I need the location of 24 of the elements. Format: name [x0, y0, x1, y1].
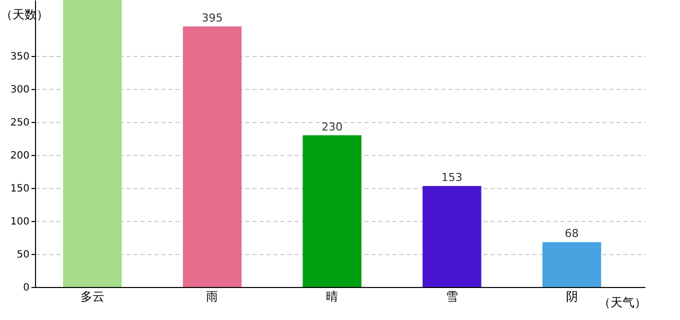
y-tick-label: 350 — [10, 52, 30, 63]
bar — [422, 186, 482, 287]
y-tick-label: 100 — [10, 216, 30, 228]
x-tick-label: 晴 — [326, 290, 338, 304]
y-tick-label: 150 — [10, 184, 30, 195]
data-label: 230 — [322, 120, 343, 134]
data-label: 395 — [202, 11, 223, 24]
y-tick-label: 250 — [10, 118, 30, 129]
x-tick-label: 雪 — [446, 290, 458, 304]
y-axis-title: （天数） — [0, 8, 48, 22]
x-tick-label: 阴 — [566, 290, 578, 304]
y-tick-label: 50 — [16, 250, 30, 261]
data-label: 153 — [441, 171, 462, 184]
x-tick-label: 雨 — [206, 290, 218, 304]
bar — [182, 26, 242, 287]
x-tick-label: 多云 — [80, 290, 104, 304]
x-axis-title: （天气） — [598, 296, 646, 310]
bar — [63, 0, 122, 287]
bar — [302, 135, 362, 287]
bar — [542, 242, 602, 287]
data-label: 68 — [564, 227, 579, 240]
y-tick-label: 300 — [10, 84, 30, 96]
y-tick-label: 200 — [10, 150, 30, 162]
y-tick-label: 0 — [23, 282, 30, 294]
